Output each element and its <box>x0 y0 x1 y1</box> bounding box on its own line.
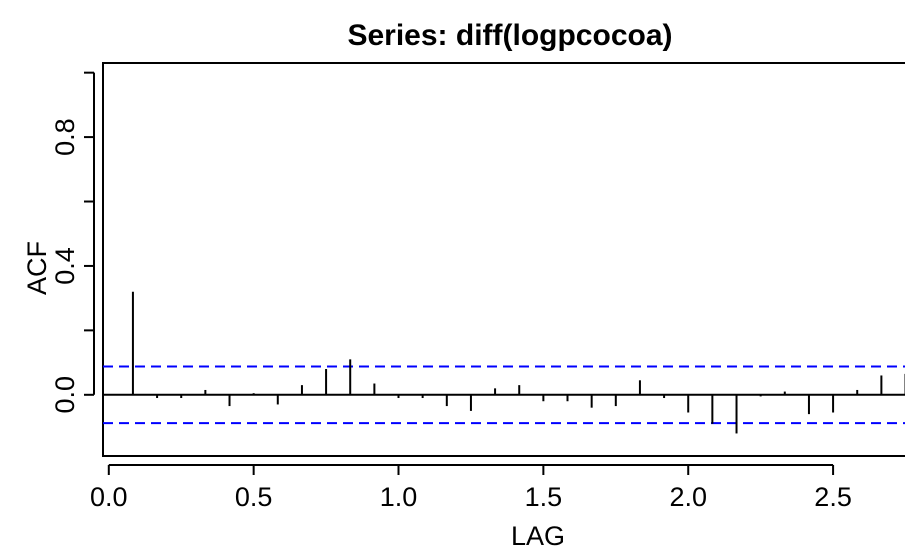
plot-frame <box>102 62 905 457</box>
x-tick-label: 1.0 <box>380 482 418 512</box>
x-tick-label: 0.0 <box>90 482 128 512</box>
chart-title: Series: diff(logpcocoa) <box>347 19 672 52</box>
y-axis-title: ACF <box>22 241 52 295</box>
y-tick-label: 0.0 <box>50 376 80 414</box>
y-tick-label: 0.4 <box>50 247 80 285</box>
y-tick-label: 0.8 <box>50 118 80 156</box>
x-tick-label: 2.5 <box>814 482 852 512</box>
plot-area: 0.0 0.5 1.0 1.5 2.0 2.5 0.0 0.4 0.8 <box>50 62 905 512</box>
x-tick-label: 2.0 <box>669 482 707 512</box>
x-axis-title: LAG <box>511 521 565 547</box>
x-tick-label: 0.5 <box>235 482 273 512</box>
x-tick-label: 1.5 <box>525 482 563 512</box>
